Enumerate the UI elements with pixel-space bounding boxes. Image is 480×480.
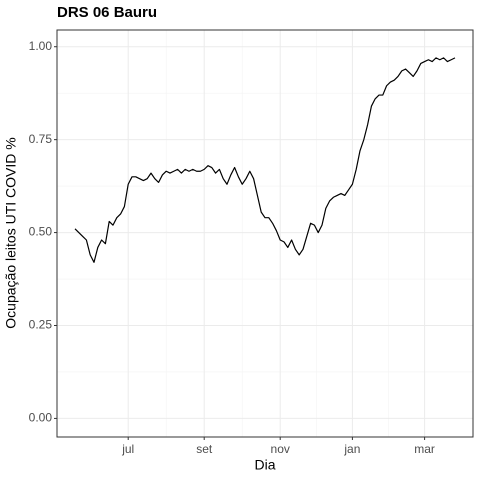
x-tick-label: jan xyxy=(343,442,360,456)
x-tick-label: nov xyxy=(271,442,290,456)
y-axis-label: Ocupação leitos UTI COVID % xyxy=(3,137,19,328)
y-tick-label: 0.50 xyxy=(29,225,53,239)
x-axis-label: Dia xyxy=(254,457,275,473)
y-tick-label: 0.75 xyxy=(29,132,53,146)
y-tick-label: 1.00 xyxy=(29,39,53,53)
panel-border xyxy=(56,29,474,438)
x-tick-label: mar xyxy=(414,442,435,456)
line xyxy=(74,57,456,263)
x-tick-label: set xyxy=(196,442,213,456)
x-tick-label: jul xyxy=(121,442,134,456)
chart-title: DRS 06 Bauru xyxy=(57,4,157,21)
y-tick-label: 0.25 xyxy=(29,318,53,332)
y-tick-label: 0.00 xyxy=(29,411,53,425)
